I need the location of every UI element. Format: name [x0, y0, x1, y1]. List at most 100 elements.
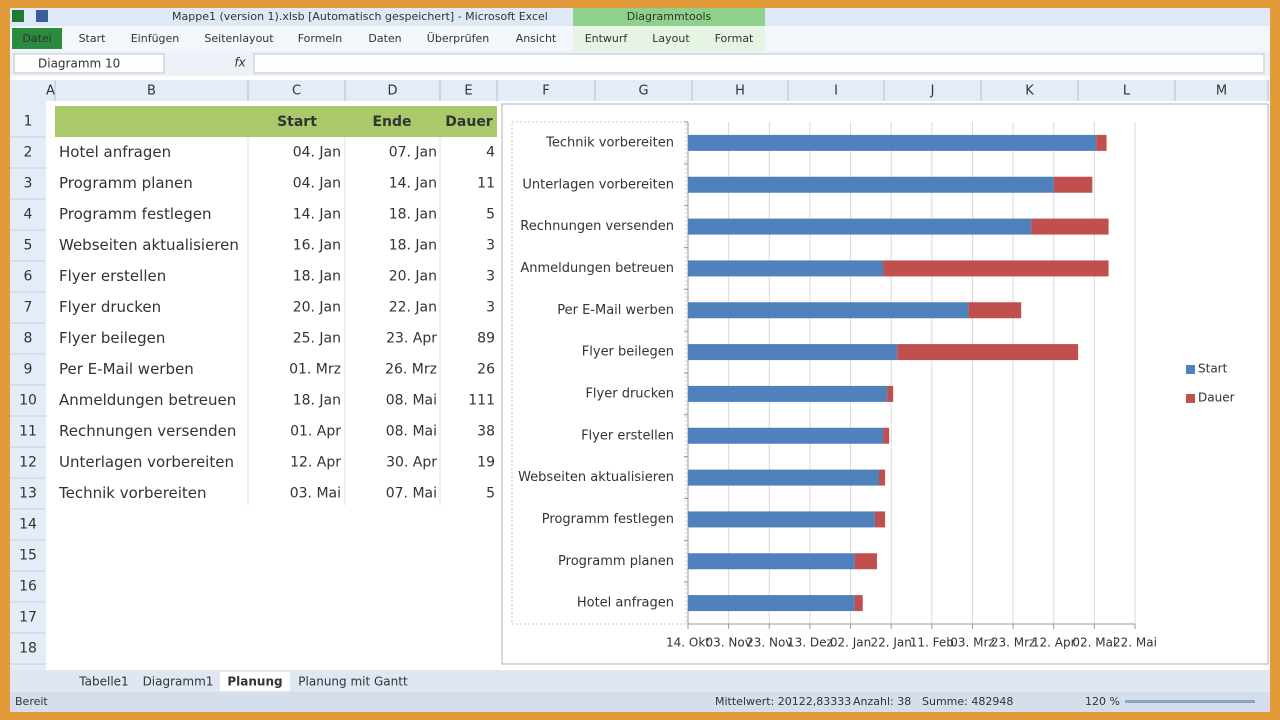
duration-cell: 3	[486, 238, 495, 254]
ribbon-tab[interactable]: Einfügen	[131, 32, 180, 45]
task-name: Hotel anfragen	[59, 143, 171, 161]
ribbon-tab[interactable]: Formeln	[298, 32, 343, 45]
task-name: Flyer beilegen	[59, 329, 165, 347]
task-name: Flyer drucken	[59, 298, 161, 316]
x-tick-label: 23. Nov	[746, 636, 792, 650]
row-header: 11	[19, 424, 37, 440]
date-cell: 18. Jan	[293, 269, 341, 285]
row-header: 1	[24, 114, 33, 130]
row-header: 3	[24, 176, 33, 192]
category-label: Unterlagen vorbereiten	[522, 177, 674, 192]
duration-cell: 11	[477, 176, 495, 192]
date-cell: 01. Mrz	[289, 362, 341, 378]
bar-segment	[874, 511, 886, 528]
table-header-cell: Start	[277, 114, 317, 130]
category-label: Flyer erstellen	[581, 428, 674, 443]
ribbon-tab[interactable]: Entwurf	[585, 32, 629, 45]
category-label: Programm planen	[558, 554, 674, 569]
category-label: Per E-Mail werben	[557, 303, 674, 318]
sheet-tab[interactable]: Planung	[227, 675, 282, 689]
x-tick-label: 22. Mai	[1113, 636, 1157, 650]
ribbon-tab[interactable]: Start	[79, 32, 107, 45]
date-cell: 07. Mai	[386, 486, 437, 502]
excel-icon[interactable]	[12, 10, 24, 22]
sheet-tab[interactable]: Tabelle1	[78, 675, 128, 689]
ribbon-tab[interactable]: Seitenlayout	[204, 32, 274, 45]
task-name: Webseiten aktualisieren	[59, 236, 239, 254]
table-header-cell: Dauer	[445, 114, 493, 130]
ribbon-tab[interactable]: Layout	[652, 32, 690, 45]
date-cell: 08. Mai	[386, 393, 437, 409]
ribbon-tab[interactable]: Ansicht	[516, 32, 557, 45]
ribbon-tab[interactable]: Format	[715, 32, 754, 45]
bar-segment	[688, 511, 875, 528]
task-name: Unterlagen vorbereiten	[59, 453, 234, 471]
row-header-bar	[10, 80, 46, 670]
row-header: 17	[19, 610, 37, 626]
bar-segment	[688, 427, 884, 444]
date-cell: 20. Jan	[293, 300, 341, 316]
task-name: Technik vorbereiten	[58, 484, 207, 502]
category-label: Flyer beilegen	[582, 345, 674, 360]
table-header-bg	[55, 106, 497, 137]
context-tab-group	[573, 26, 765, 51]
bar-segment	[688, 176, 1054, 193]
name-box-text: Diagramm 10	[38, 57, 120, 71]
row-header: 8	[24, 331, 33, 347]
zoom-slider	[1125, 700, 1255, 703]
x-tick-label: 23. Mrz	[991, 636, 1035, 650]
ribbon-tab[interactable]: Überprüfen	[427, 32, 489, 45]
date-cell: 03. Mai	[290, 486, 341, 502]
x-tick-label: 22. Jan	[870, 636, 911, 650]
chart-area[interactable]	[501, 103, 1269, 665]
duration-cell: 89	[477, 331, 495, 347]
task-name: Flyer erstellen	[59, 267, 166, 285]
ribbon-tab[interactable]: Daten	[368, 32, 401, 45]
sheet-tab[interactable]: Diagramm1	[143, 675, 214, 689]
date-cell: 30. Apr	[386, 455, 437, 471]
date-cell: 26. Mrz	[385, 362, 437, 378]
column-header: L	[1123, 84, 1131, 99]
category-label: Rechnungen versenden	[520, 219, 674, 234]
date-cell: 08. Mai	[386, 424, 437, 440]
date-cell: 18. Jan	[389, 238, 437, 254]
date-cell: 01. Apr	[290, 424, 341, 440]
category-label: Programm festlegen	[542, 512, 674, 527]
sheet-tab[interactable]: Planung mit Gantt	[298, 675, 408, 689]
date-cell: 12. Apr	[290, 455, 341, 471]
date-cell: 22. Jan	[389, 300, 437, 316]
context-tab-title: Diagrammtools	[627, 10, 712, 23]
sheet-tab-bar	[10, 670, 1270, 692]
row-header: 6	[24, 269, 33, 285]
date-cell: 20. Jan	[389, 269, 437, 285]
column-header: J	[930, 84, 935, 99]
bar-segment	[688, 344, 898, 361]
task-name: Programm festlegen	[59, 205, 212, 223]
column-header: H	[735, 84, 745, 99]
fx-label: fx	[234, 56, 246, 70]
x-tick-label: 03. Nov	[705, 636, 751, 650]
file-button[interactable]	[12, 28, 62, 49]
bar-segment	[688, 469, 879, 486]
bar-segment	[883, 260, 1109, 277]
ribbon-tab[interactable]: Datei	[22, 32, 51, 45]
row-header: 10	[19, 393, 37, 409]
row-header: 15	[19, 548, 37, 564]
row-header: 12	[19, 455, 37, 471]
column-header: D	[387, 84, 397, 99]
window-title: Mappe1 (version 1).xlsb [Automatisch ges…	[172, 10, 548, 23]
row-header: 18	[19, 641, 37, 657]
duration-cell: 111	[468, 393, 495, 409]
x-tick-label: 03. Mrz	[950, 636, 994, 650]
save-icon[interactable]	[36, 10, 48, 22]
name-box[interactable]	[13, 53, 165, 74]
row-header: 9	[24, 362, 33, 378]
context-tab-bg	[573, 8, 765, 26]
formula-input[interactable]	[253, 53, 1265, 74]
category-label: Hotel anfragen	[577, 596, 674, 611]
date-cell: 04. Jan	[293, 145, 341, 161]
x-tick-label: 13. Dez	[787, 636, 833, 650]
category-label: Anmeldungen betreuen	[520, 261, 674, 276]
